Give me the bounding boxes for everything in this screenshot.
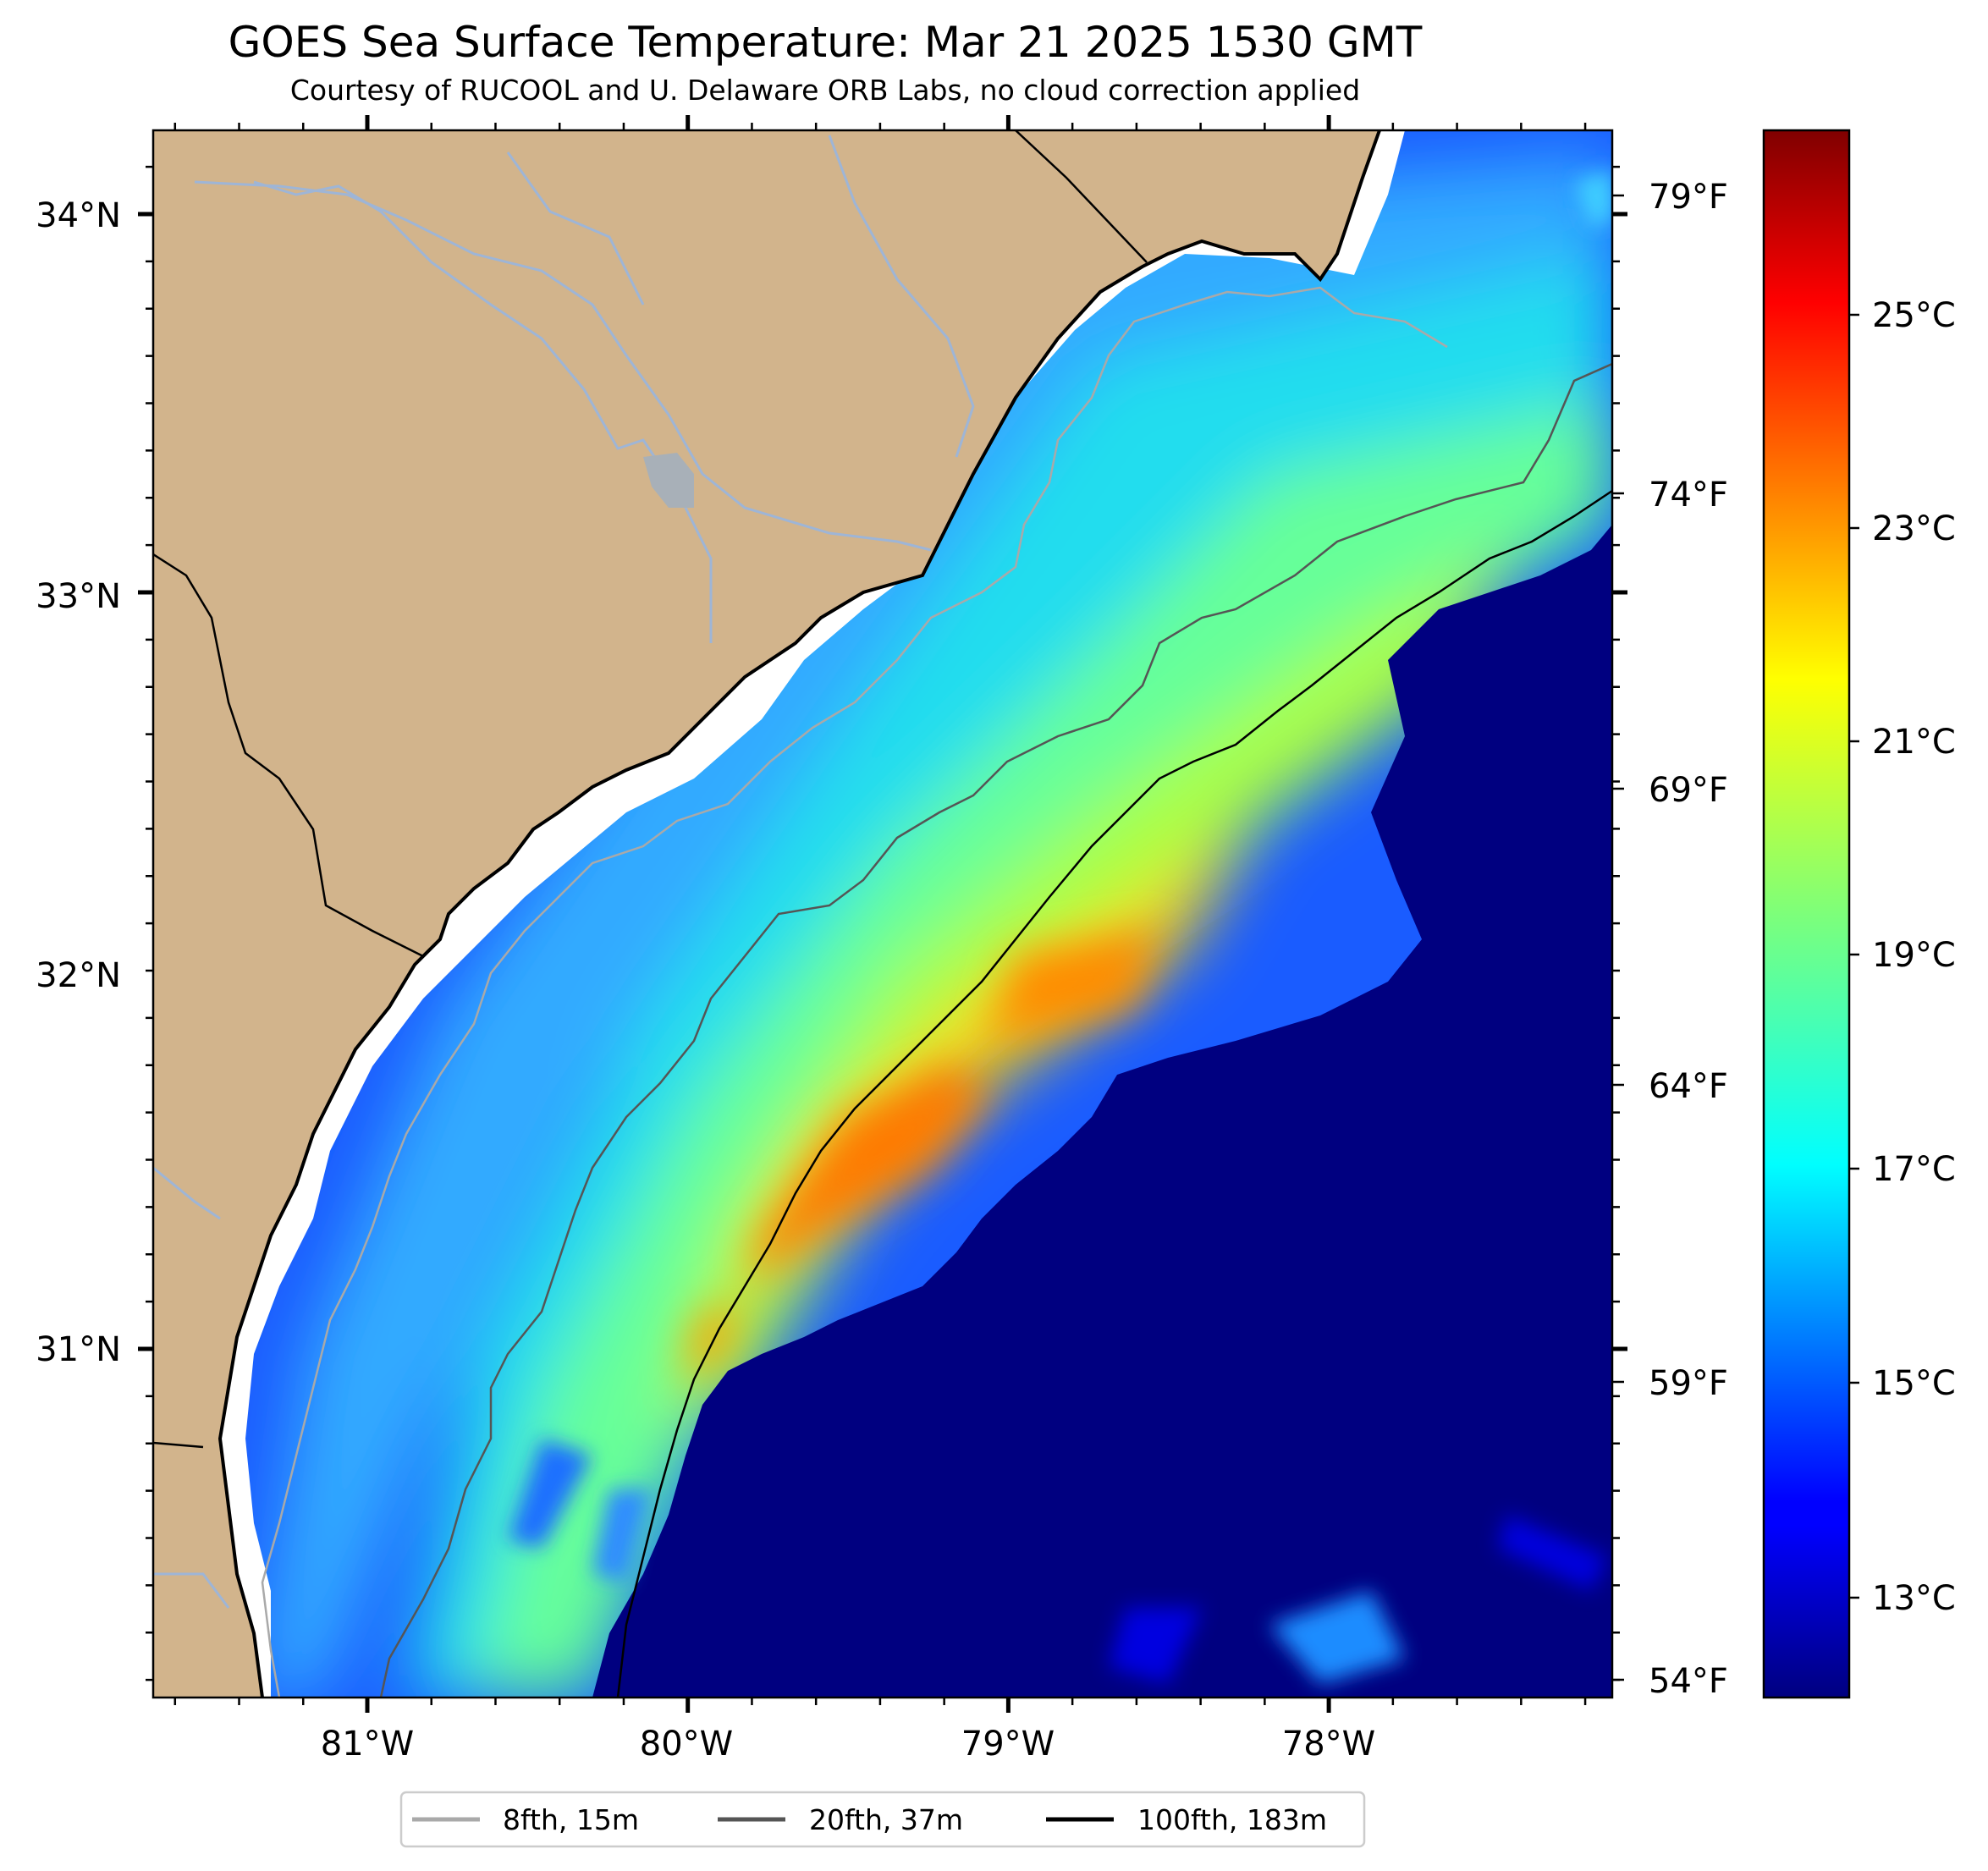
coastline [218,130,1381,1698]
colorbar-tick-label: 25°C [1872,296,1956,335]
lon-axis: 81°W 80°W 79°W 78°W [321,1725,1375,1764]
fahrenheit-axis: 79°F 74°F 69°F 64°F 59°F 54°F [1649,178,1728,1701]
colorbar-tick-label: 23°C [1872,509,1956,548]
map-frame [151,129,1614,1699]
legend-box [399,1791,1366,1848]
fahrenheit-tick-label: 59°F [1649,1364,1728,1403]
warm-filament [686,931,1159,1388]
legend-label: 8fth, 15m [503,1803,639,1836]
land-mass [153,130,1379,1698]
lon-tick-label: 78°W [1282,1725,1375,1764]
fahrenheit-tick-label: 79°F [1649,178,1728,217]
lat-tick-label: 31°N [36,1330,121,1369]
fahrenheit-tick-label: 54°F [1649,1662,1728,1701]
fahrenheit-tick-label: 69°F [1649,771,1728,810]
legend-label: 100fth, 183m [1137,1803,1327,1836]
lat-axis: 34°N 33°N 32°N 31°N [36,196,121,1369]
colorbar-tick-label: 15°C [1872,1364,1956,1403]
sst-streaks [508,169,1612,1684]
lake-marion [643,453,694,508]
legend-label: 20fth, 37m [809,1803,963,1836]
colorbar-tick-label: 21°C [1872,723,1956,762]
map-title: GOES Sea Surface Temperature: Mar 21 202… [228,18,1423,67]
colorbar-tick-label: 13°C [1872,1579,1956,1618]
colorbar-tick-label: 17°C [1872,1150,1956,1189]
fahrenheit-tick-label: 64°F [1649,1067,1728,1106]
cold-offshore-water [592,525,1612,1698]
map-ticks [138,115,1627,1713]
lon-tick-label: 79°W [961,1725,1055,1764]
legend: 8fth, 15m 20fth, 37m 100fth, 183m [399,1791,1366,1848]
nearshore-gap [220,130,1405,1698]
colorbar-tick-label: 19°C [1872,936,1956,975]
map-panel [153,130,1612,1698]
state-borders [153,130,1148,1449]
lat-tick-label: 32°N [36,956,121,995]
map-subtitle: Courtesy of RUCOOL and U. Delaware ORB L… [289,74,1361,107]
colorbar: 25°C 23°C 21°C 19°C 17°C 15°C 13°C [1762,129,1956,1699]
isobath-8fth [261,286,1448,1698]
fahrenheit-tick-label: 74°F [1649,476,1728,515]
colorbar-gradient [1762,129,1851,1699]
isobath-100fth [616,489,1612,1698]
isobath-20fth [379,362,1612,1698]
lon-tick-label: 81°W [321,1725,414,1764]
lat-tick-label: 33°N [36,577,121,616]
lon-tick-label: 80°W [640,1725,733,1764]
colorbar-ticks [1849,313,1859,1599]
lat-tick-label: 34°N [36,196,121,235]
